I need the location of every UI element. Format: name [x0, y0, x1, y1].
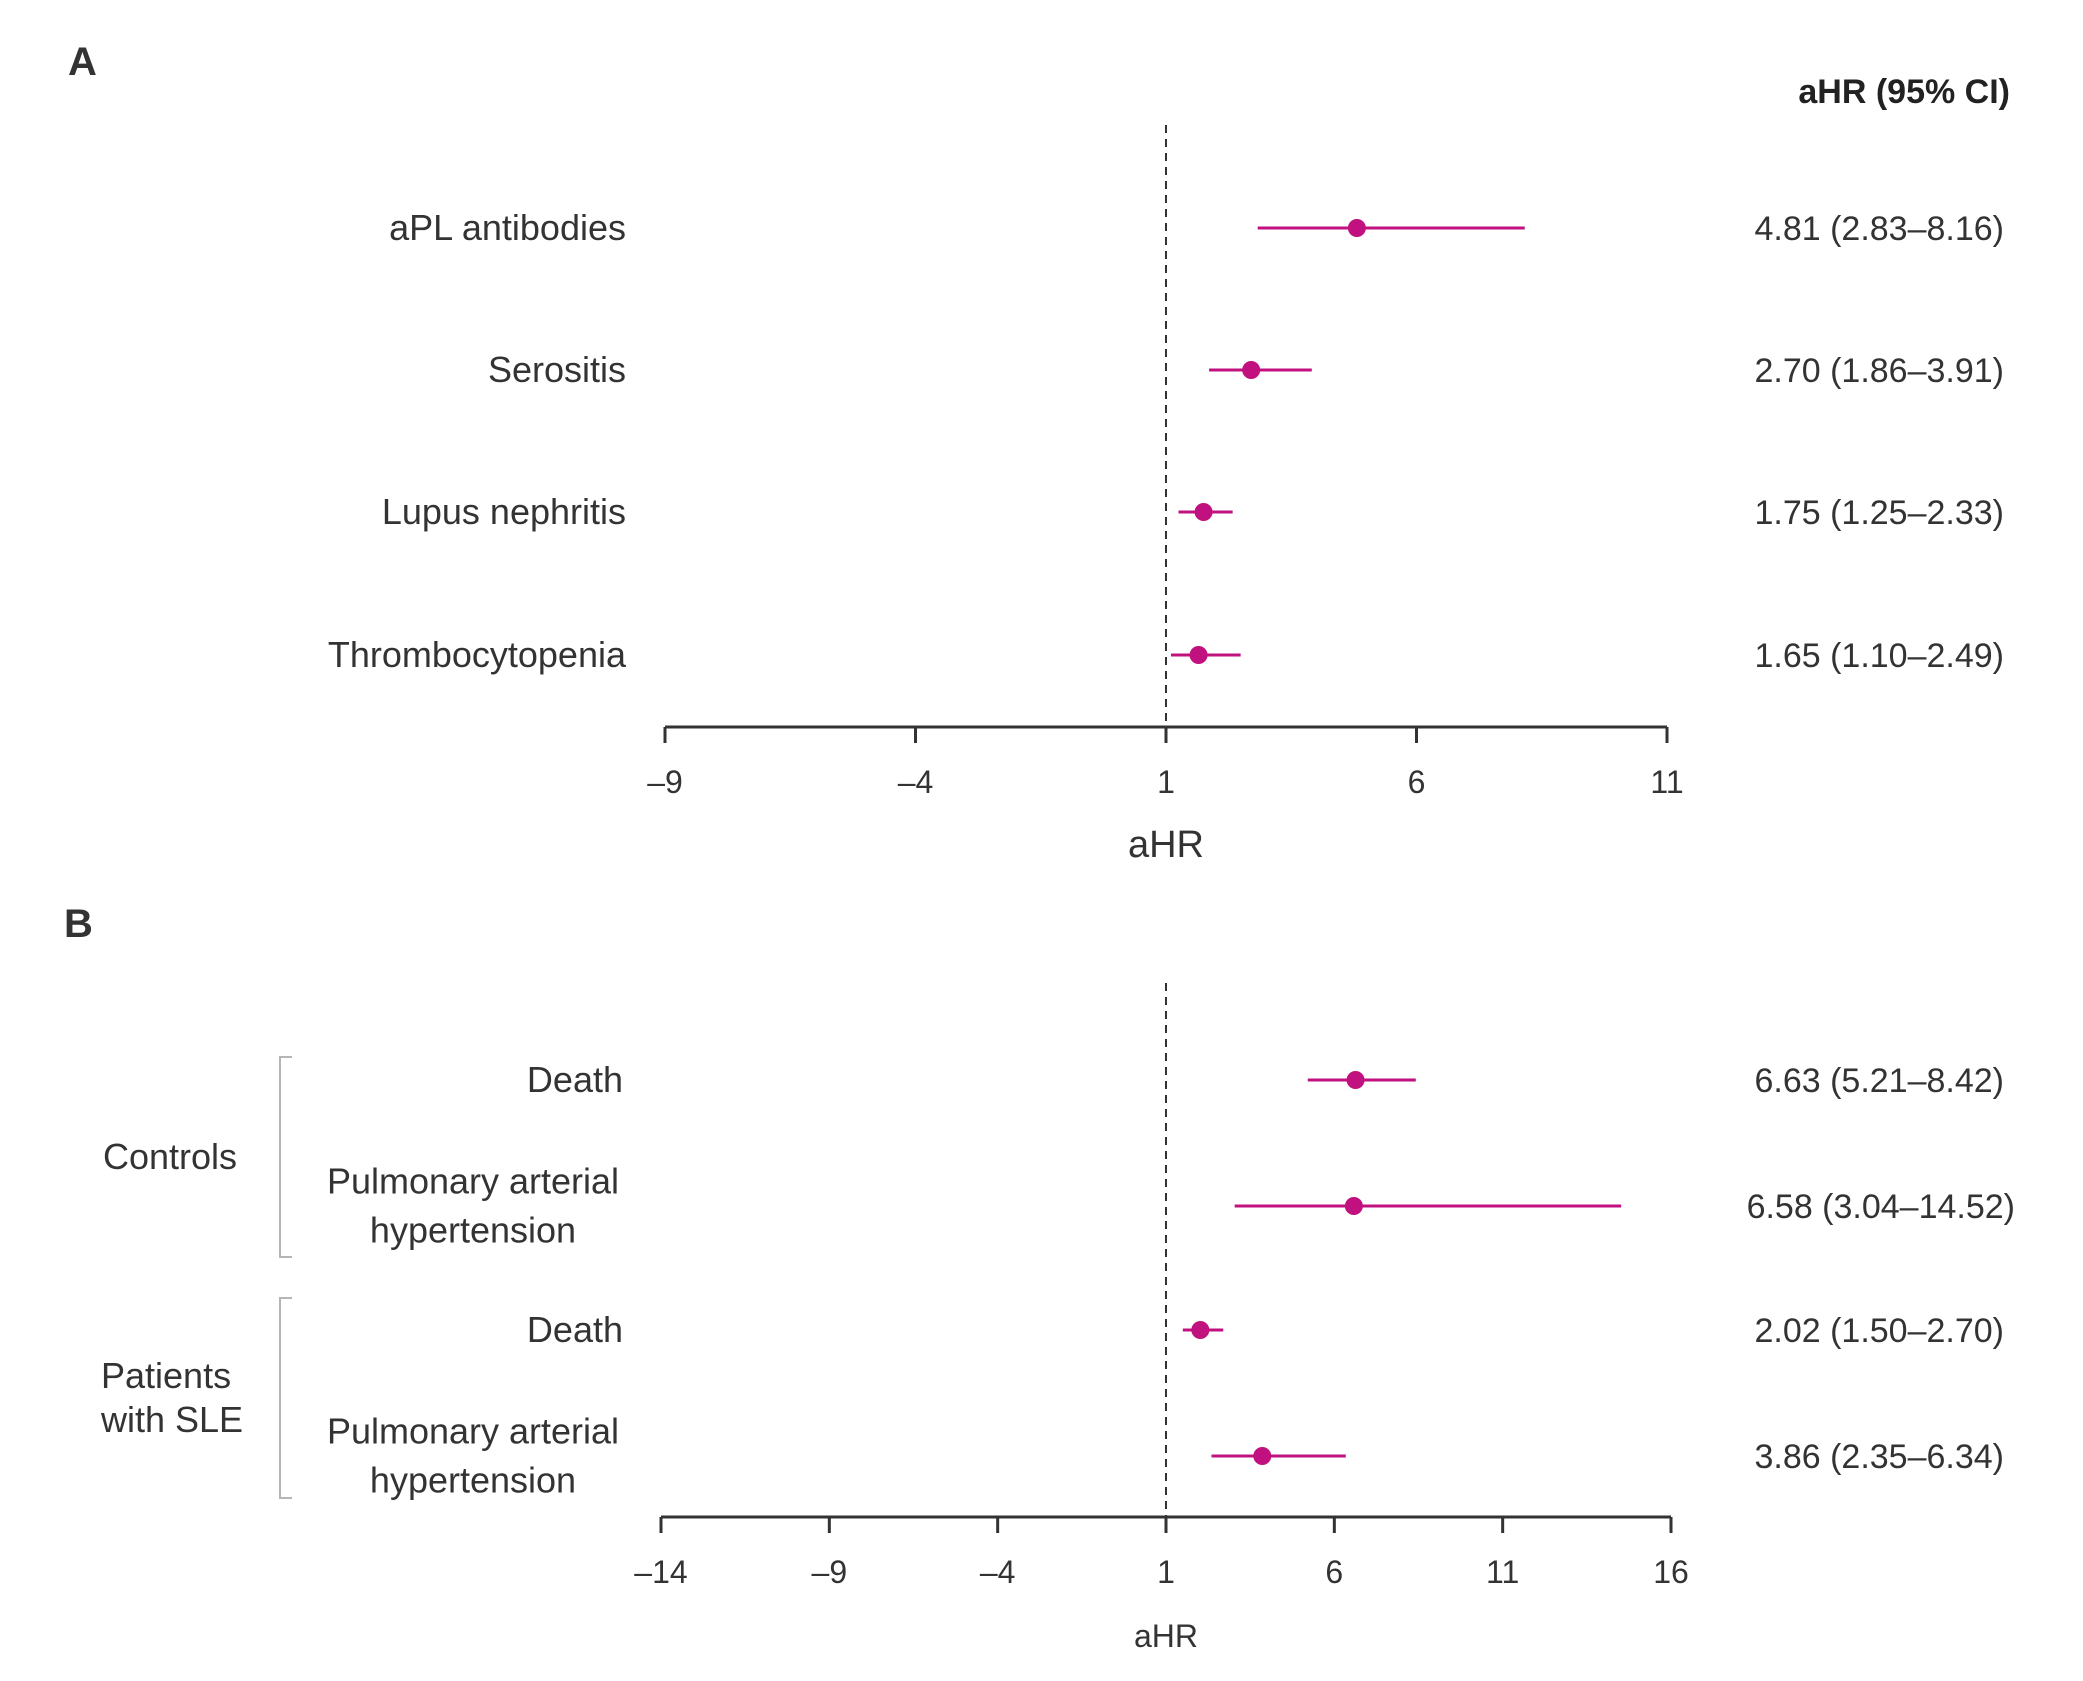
ci-value-label: 1.65 (1.10–2.49) — [1754, 637, 2004, 675]
ci-value-label: 2.02 (1.50–2.70) — [1754, 1312, 2004, 1350]
column-header-ahr-ci: aHR (95% CI) — [1798, 73, 2010, 111]
x-axis-title: aHR — [1134, 1618, 1198, 1654]
row-label: Death — [527, 1309, 623, 1350]
x-tick-label: –9 — [812, 1554, 848, 1590]
ci-value-label: 1.75 (1.25–2.33) — [1754, 494, 2004, 532]
point-estimate — [1347, 219, 1366, 237]
point-estimate — [1189, 646, 1208, 664]
group-label: with SLE — [100, 1399, 243, 1440]
ci-value-label: 6.63 (5.21–8.42) — [1754, 1062, 2004, 1100]
x-tick-label: 1 — [1157, 1554, 1175, 1590]
x-tick-label: 1 — [1157, 764, 1175, 800]
row-label: Pulmonary arterial — [327, 1161, 619, 1202]
ci-value-label: 6.58 (3.04–14.52) — [1747, 1188, 2015, 1226]
group-label: Controls — [103, 1136, 237, 1177]
x-tick-label: 6 — [1325, 1554, 1343, 1590]
row-label: hypertension — [370, 1460, 576, 1501]
point-estimate — [1346, 1071, 1365, 1089]
ci-value-label: 4.81 (2.83–8.16) — [1754, 210, 2004, 248]
x-tick-label: 6 — [1408, 764, 1426, 800]
x-tick-label: –14 — [634, 1554, 687, 1590]
x-tick-label: –4 — [898, 764, 934, 800]
row-label: Pulmonary arterial — [327, 1411, 619, 1452]
row-label: Death — [527, 1059, 623, 1100]
x-axis-title: aHR — [1128, 824, 1204, 866]
x-tick-label: 16 — [1653, 1554, 1689, 1590]
panel-a: A –9 –4 1 6 11 aHR aPL antibodies 4.81 (2.83–8.1… — [68, 40, 2004, 866]
ci-value-label: 2.70 (1.86–3.91) — [1754, 352, 2004, 390]
row-label: aPL antibodies — [389, 207, 626, 248]
point-estimate — [1242, 361, 1261, 379]
group-bracket — [279, 1056, 292, 1258]
x-tick-label: –9 — [647, 764, 683, 800]
group-bracket — [279, 1297, 292, 1499]
x-tick-label: –4 — [980, 1554, 1016, 1590]
panel-letter: B — [64, 902, 93, 946]
point-estimate — [1194, 503, 1213, 521]
ci-value-label: 3.86 (2.35–6.34) — [1754, 1438, 2004, 1476]
row-label: Lupus nephritis — [382, 491, 626, 532]
x-tick-label: 11 — [1486, 1554, 1519, 1590]
row-label: hypertension — [370, 1210, 576, 1251]
point-estimate — [1191, 1321, 1210, 1339]
group-label: Patients — [101, 1355, 231, 1396]
row-label: Serositis — [488, 349, 626, 390]
x-tick-label: 11 — [1650, 764, 1683, 800]
panel-letter: A — [68, 40, 97, 84]
row-label: Thrombocytopenia — [328, 634, 627, 675]
point-estimate — [1253, 1447, 1272, 1465]
point-estimate — [1344, 1197, 1363, 1215]
